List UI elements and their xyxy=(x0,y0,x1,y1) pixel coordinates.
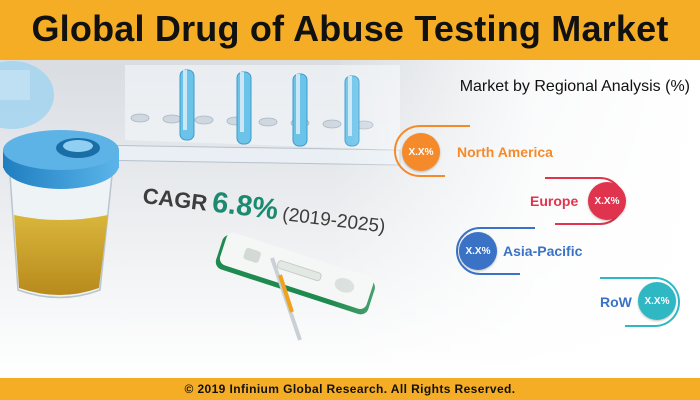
north-america-badge: X.X% xyxy=(402,133,440,171)
cagr-value: 6.8% xyxy=(210,186,280,227)
flask xyxy=(0,61,54,129)
sample-cup xyxy=(3,130,119,299)
region-connectors xyxy=(394,125,680,327)
north-america-value: X.X% xyxy=(408,146,434,158)
north-america-label: North America xyxy=(457,144,553,160)
asia-pacific-value: X.X% xyxy=(465,245,491,257)
row-label: RoW xyxy=(600,294,632,310)
copyright-footer: © 2019 Infinium Global Research. All Rig… xyxy=(0,378,700,400)
asia-pacific-label: Asia-Pacific xyxy=(503,243,583,259)
asia-pacific-badge: X.X% xyxy=(459,232,497,270)
lab-photo xyxy=(0,60,700,378)
europe-badge: X.X% xyxy=(588,182,626,220)
cagr-label: CAGR xyxy=(141,182,209,216)
regional-analysis-title: Market by Regional Analysis (%) xyxy=(459,78,690,95)
europe-label: Europe xyxy=(530,193,579,209)
title-banner: Global Drug of Abuse Testing Market xyxy=(0,0,700,60)
row-badge: X.X% xyxy=(638,282,676,320)
pipette xyxy=(270,257,302,341)
europe-value: X.X% xyxy=(594,195,620,207)
row-value: X.X% xyxy=(644,295,670,307)
page-title: Global Drug of Abuse Testing Market xyxy=(31,8,669,49)
